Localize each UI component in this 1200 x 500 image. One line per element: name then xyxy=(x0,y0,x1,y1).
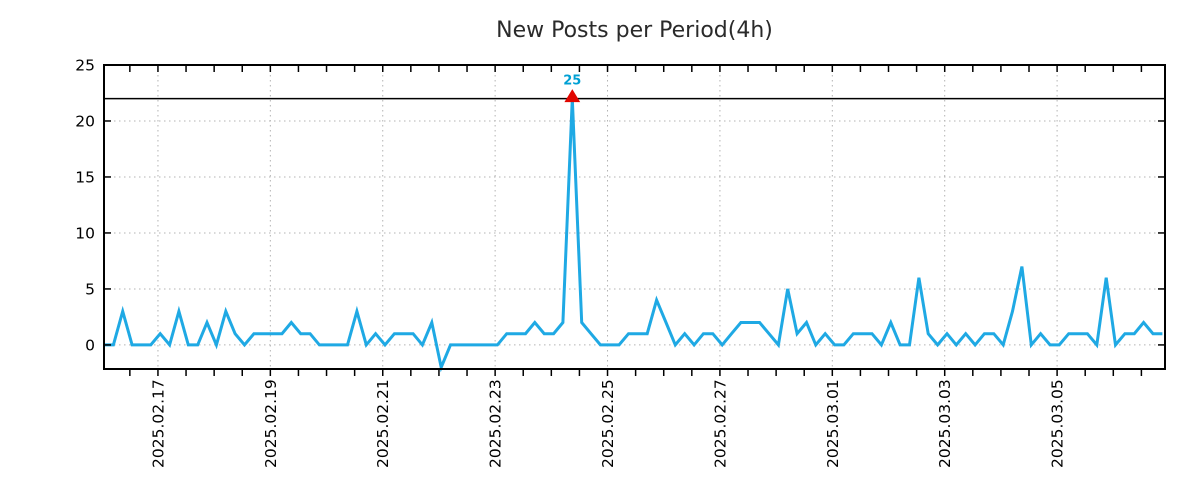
peak-value-label: 25 xyxy=(563,74,581,89)
x-tick-label: 2025.02.19 xyxy=(262,379,280,468)
plot-frame xyxy=(103,64,1166,370)
x-tick-label: 2025.03.05 xyxy=(1049,379,1067,468)
y-tick-label: 20 xyxy=(75,112,95,130)
y-tick-label: 0 xyxy=(85,336,95,354)
x-tick-label: 2025.02.23 xyxy=(487,379,505,468)
x-tick-label: 2025.02.27 xyxy=(711,379,729,468)
x-tick-label: 2025.03.03 xyxy=(936,379,954,468)
series-line xyxy=(104,98,1163,373)
peak-marker-triangle-icon xyxy=(564,89,581,103)
y-tick-label: 10 xyxy=(75,224,95,242)
x-tick-label: 2025.02.21 xyxy=(374,379,392,468)
y-tick-label: 15 xyxy=(75,168,95,186)
x-tick-label: 2025.02.25 xyxy=(599,379,617,468)
chart-title: New Posts per Period(4h) xyxy=(496,18,773,43)
x-tick-label: 2025.02.17 xyxy=(149,379,167,468)
y-tick-label: 5 xyxy=(85,280,95,298)
x-tick-label: 2025.03.01 xyxy=(824,379,842,468)
y-tick-label: 25 xyxy=(75,57,95,75)
